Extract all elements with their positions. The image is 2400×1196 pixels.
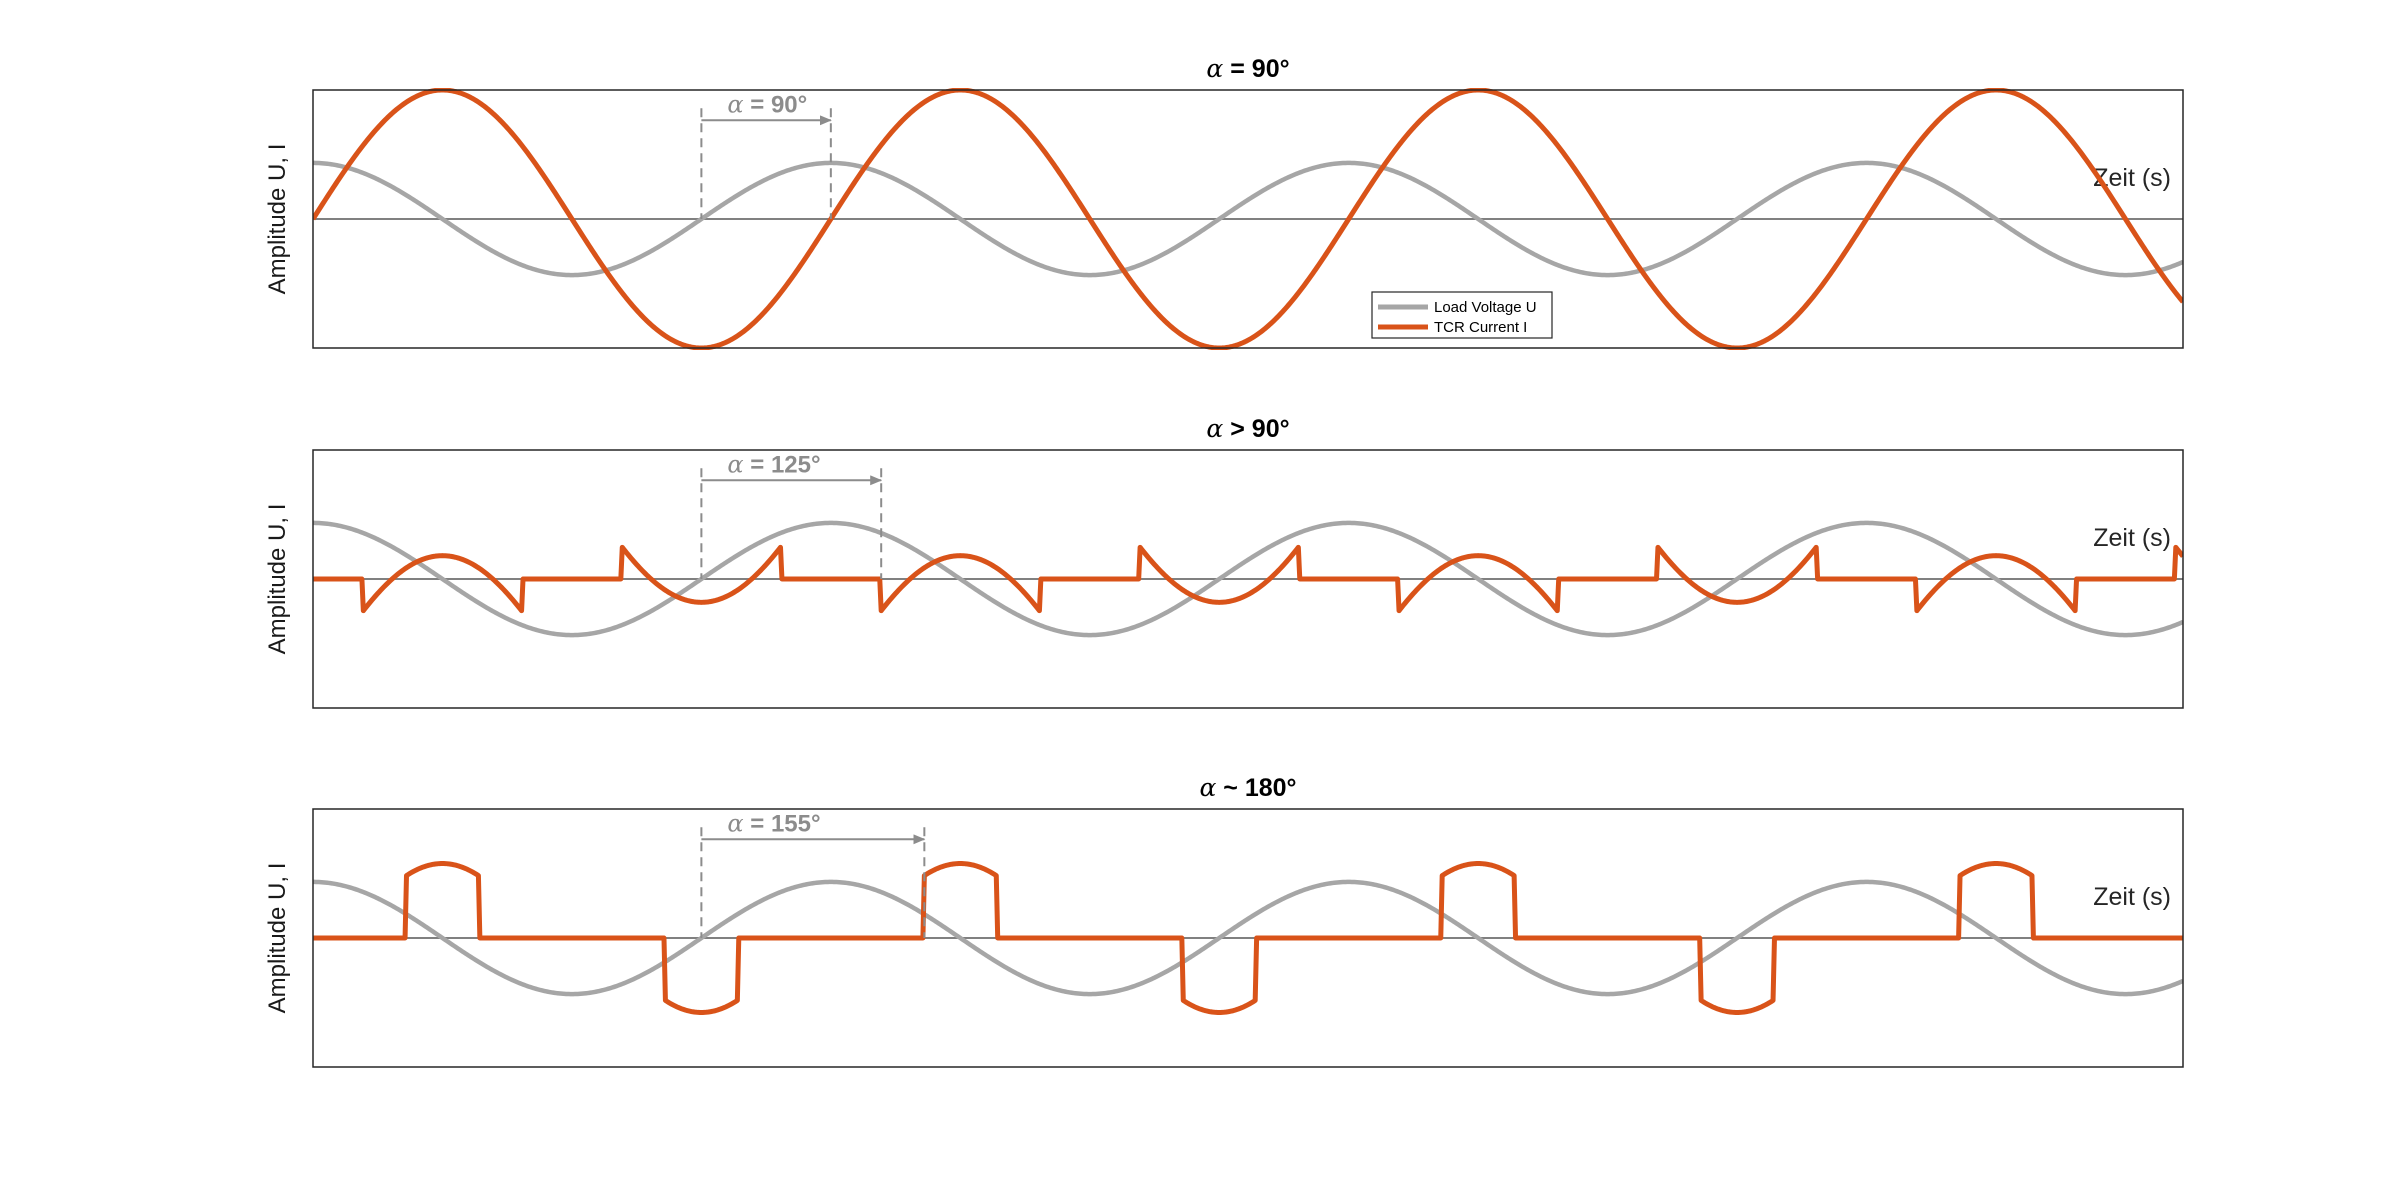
x-axis-label: Zeit (s) <box>2093 883 2171 911</box>
panel-3: α ~ 180° Amplitude U, I Zeit (s) α = 155° <box>264 773 2184 1068</box>
alpha-annotation: α = 125° <box>727 450 820 478</box>
legend-label: Load Voltage U <box>1434 299 1537 316</box>
panel-2: α > 90° Amplitude U, I Zeit (s) α = 125° <box>264 414 2184 709</box>
y-axis-label: Amplitude U, I <box>264 144 291 295</box>
legend-label: TCR Current I <box>1434 319 1527 336</box>
panel-title: α > 90° <box>1206 414 1289 443</box>
alpha-annotation: α = 155° <box>727 809 820 837</box>
axes-box <box>312 89 2184 349</box>
axes-box <box>312 808 2184 1068</box>
alpha-annotation: α = 90° <box>727 90 807 118</box>
series-tcr-current <box>313 88 2183 350</box>
y-axis-label: Amplitude U, I <box>264 504 291 655</box>
axes-box <box>312 449 2184 709</box>
legend: Load Voltage U TCR Current I <box>1371 291 1553 339</box>
panel-title: α ~ 180° <box>1199 773 1296 802</box>
series-load-voltage <box>313 879 2183 997</box>
panel-1: α = 90°Amplitude U, I Zeit (s)α = 90°Load… <box>264 54 2184 350</box>
series-tcr-current <box>313 544 2183 614</box>
panel-title: α = 90° <box>1206 54 1289 83</box>
series-tcr-current <box>313 861 2183 1015</box>
y-axis-label: Amplitude U, I <box>264 863 291 1014</box>
x-axis-label: Zeit (s) <box>2093 524 2171 552</box>
series-load-voltage <box>313 520 2183 638</box>
series-load-voltage <box>313 160 2183 278</box>
